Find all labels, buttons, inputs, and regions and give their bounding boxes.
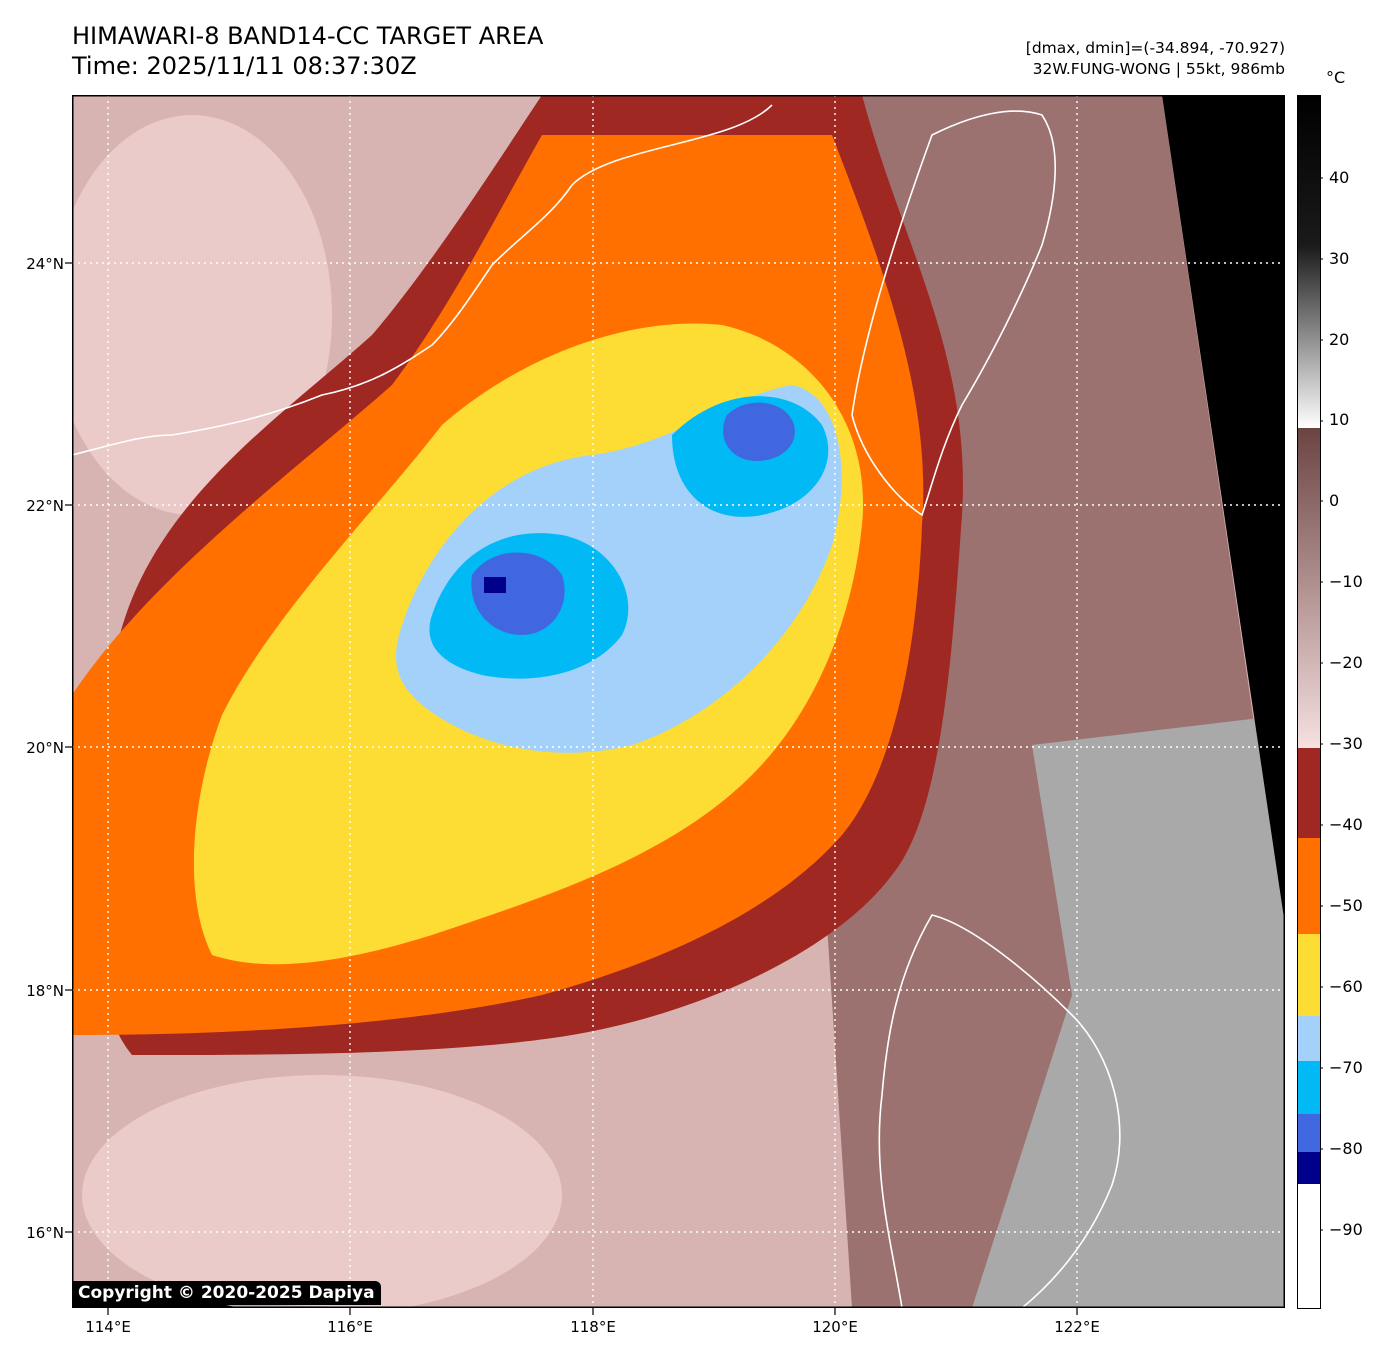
no-data-region: [1162, 95, 1285, 925]
chart-time: Time: 2025/11/11 08:37:30Z: [72, 52, 417, 80]
chart-title: HIMAWARI-8 BAND14-CC TARGET AREA: [72, 22, 544, 50]
colorbar-tick-m50: −50: [1329, 896, 1363, 915]
lat-label-22n: 22°N: [26, 497, 64, 515]
cloud-core-blue-west: [471, 552, 565, 635]
lon-label-114e: 114°E: [85, 1318, 131, 1336]
cloud-coldest-core: [484, 577, 506, 593]
lon-label-120e: 120°E: [812, 1318, 858, 1336]
colorbar-unit: °C: [1326, 68, 1346, 87]
copyright-label: Copyright © 2020-2025 Dapiya: [72, 1281, 381, 1305]
colorbar-tick-m40: −40: [1329, 815, 1363, 834]
colorbar-tick-m30: −30: [1329, 734, 1363, 753]
lon-label-122e: 122°E: [1054, 1318, 1100, 1336]
lon-label-118e: 118°E: [570, 1318, 616, 1336]
colorbar: [1297, 95, 1323, 1309]
lat-label-20n: 20°N: [26, 739, 64, 757]
storm-info: 32W.FUNG-WONG | 55kt, 986mb: [1032, 60, 1285, 78]
colorbar-tick-40: 40: [1329, 168, 1350, 187]
lon-label-116e: 116°E: [327, 1318, 373, 1336]
satellite-map: [72, 95, 1285, 1308]
lat-label-24n: 24°N: [26, 255, 64, 273]
colorbar-tick-30: 30: [1329, 249, 1350, 268]
colorbar-tick-m60: −60: [1329, 977, 1363, 996]
colorbar-tick-0: 0: [1329, 491, 1340, 510]
tick-marks: [65, 262, 1078, 1315]
graticule: [72, 95, 1285, 1308]
lat-label-18n: 18°N: [26, 982, 64, 1000]
cloud-core-blue-east: [723, 402, 795, 461]
colorbar-tick-m80: −80: [1329, 1139, 1363, 1158]
china-coastline: [72, 104, 773, 456]
colorbar-tick-m10: −10: [1329, 572, 1363, 591]
colorbar-tick-m70: −70: [1329, 1058, 1363, 1077]
colorbar-tick-10: 10: [1329, 410, 1350, 429]
colorbar-tick-m20: −20: [1329, 653, 1363, 672]
data-range: [dmax, dmin]=(-34.894, -70.927): [1025, 39, 1285, 57]
taiwan-coastline: [851, 110, 1056, 517]
gray-region: [972, 715, 1285, 1308]
colorbar-tick-m90: −90: [1329, 1220, 1363, 1239]
luzon-coastline: [878, 914, 1121, 1308]
lat-label-16n: 16°N: [26, 1224, 64, 1242]
colorbar-tick-20: 20: [1329, 330, 1350, 349]
